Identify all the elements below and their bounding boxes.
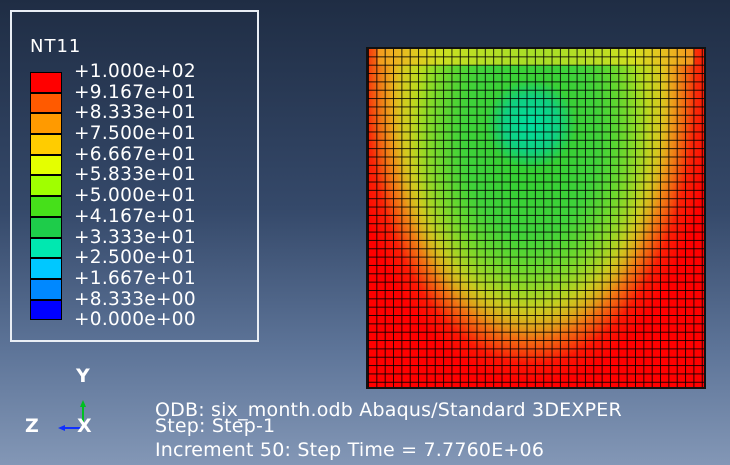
triad-z-label: Z xyxy=(25,415,39,437)
triad-axes-icon xyxy=(58,400,86,431)
view-triad: Y Z X xyxy=(20,360,130,450)
legend-swatch xyxy=(30,278,62,300)
legend-swatch xyxy=(30,299,62,321)
legend-swatch xyxy=(30,113,62,135)
step-info-line: Step: Step-1 xyxy=(155,415,276,437)
legend-swatch xyxy=(30,175,62,197)
legend-level-label: +0.000e+00 xyxy=(74,309,196,331)
legend-swatch xyxy=(30,196,62,217)
legend-swatch xyxy=(30,154,62,176)
legend-level-label: +7.500e+01 xyxy=(74,123,196,145)
legend-level-label: +1.667e+01 xyxy=(74,267,196,289)
legend-variable-name: NT11 xyxy=(30,36,82,57)
contour-legend: NT11 +1.000e+02 +9.167e+01 +8.333e+01 +7.50… xyxy=(10,10,259,342)
legend-swatch xyxy=(30,134,62,155)
legend-level-label: +1.000e+02 xyxy=(74,61,196,82)
legend-level-label: +6.667e+01 xyxy=(74,143,196,165)
legend-level-label: +2.500e+01 xyxy=(74,247,196,269)
legend-swatch xyxy=(30,72,62,93)
legend-level-label: +5.000e+01 xyxy=(74,185,196,207)
legend-color-bar xyxy=(30,72,62,321)
legend-swatch xyxy=(30,237,62,259)
legend-level-label: +8.333e+01 xyxy=(74,102,196,124)
legend-swatch xyxy=(30,92,62,114)
odb-info-line: ODB: six_month.odb Abaqus/Standard 3DEXP… xyxy=(155,399,622,421)
legend-level-label: +8.333e+00 xyxy=(74,288,196,310)
contour-plot-viewport[interactable] xyxy=(366,47,706,389)
legend-level-label: +5.833e+01 xyxy=(74,164,196,186)
legend-swatch xyxy=(30,216,62,238)
increment-info-line: Increment 50: Step Time = 7.7760E+06 xyxy=(155,439,545,461)
legend-level-label: +4.167e+01 xyxy=(74,205,196,227)
mesh-grid xyxy=(368,49,704,387)
triad-y-label: Y xyxy=(76,365,90,387)
triad-x-label: X xyxy=(77,415,92,437)
legend-value-labels: +1.000e+02 +9.167e+01 +8.333e+01 +7.500e+01… xyxy=(74,61,196,331)
legend-level-label: +9.167e+01 xyxy=(74,81,196,103)
legend-level-label: +3.333e+01 xyxy=(74,226,196,248)
legend-swatch xyxy=(30,258,62,279)
